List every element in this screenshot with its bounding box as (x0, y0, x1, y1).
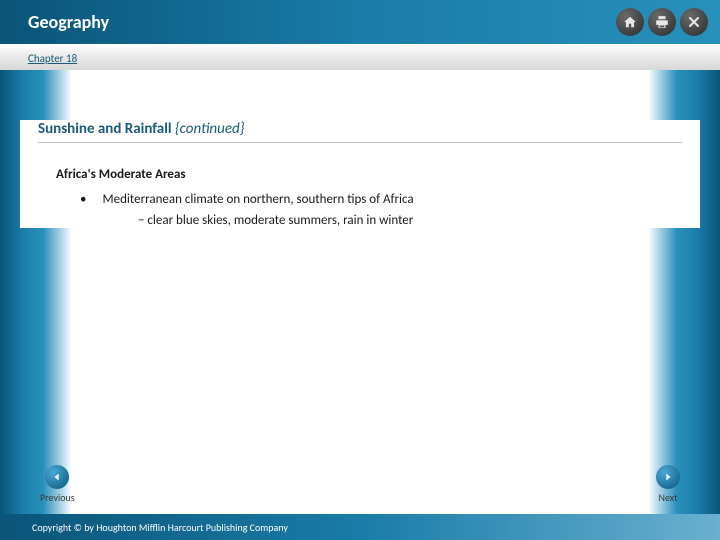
copyright-text: Copyright © by Houghton Mifflin Harcourt… (32, 521, 288, 534)
previous-button[interactable]: Previous (40, 465, 75, 504)
footer-bar: Copyright © by Houghton Mifflin Harcourt… (0, 514, 720, 540)
section-title: Sunshine and Rainfall {continued} (38, 120, 682, 143)
sub-bullet-text: − clear blue skies, moderate summers, ra… (138, 213, 682, 228)
spacer (0, 70, 720, 120)
chapter-bar: Chapter 18 (0, 44, 720, 70)
close-icon[interactable] (680, 8, 708, 36)
print-icon[interactable] (648, 8, 676, 36)
bullet-text: Mediterranean climate on northern, south… (102, 192, 413, 207)
chapter-link[interactable]: Chapter 18 (28, 52, 77, 65)
section-title-main: Sunshine and Rainfall (38, 120, 175, 138)
content-area: Sunshine and Rainfall {continued} Africa… (20, 120, 700, 228)
bullet-dot: • (80, 192, 86, 207)
nav-controls: Previous Next (0, 465, 720, 504)
previous-icon (45, 465, 69, 489)
next-icon (656, 465, 680, 489)
header-icon-group (616, 8, 708, 36)
sub-heading: Africa's Moderate Areas (56, 167, 682, 182)
header-bar: Geography (0, 0, 720, 44)
home-icon[interactable] (616, 8, 644, 36)
previous-label: Previous (40, 491, 75, 504)
section-title-continued: {continued} (175, 120, 244, 138)
next-label: Next (659, 491, 678, 504)
next-button[interactable]: Next (656, 465, 680, 504)
page-title: Geography (28, 11, 109, 33)
bullet-item: • Mediterranean climate on northern, sou… (80, 192, 682, 207)
